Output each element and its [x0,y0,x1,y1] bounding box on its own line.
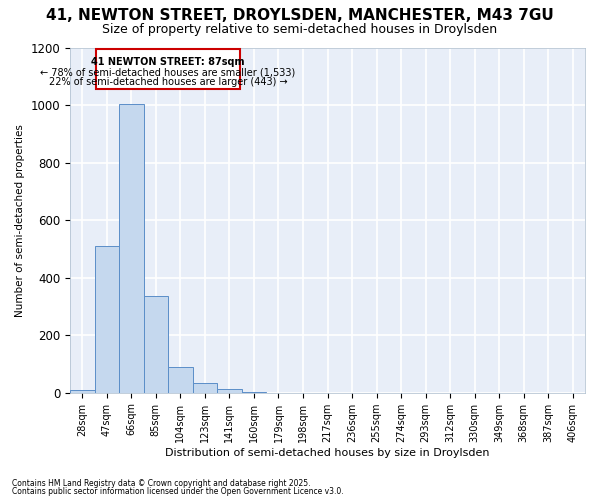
Text: Contains HM Land Registry data © Crown copyright and database right 2025.: Contains HM Land Registry data © Crown c… [12,478,311,488]
Text: Size of property relative to semi-detached houses in Droylsden: Size of property relative to semi-detach… [103,22,497,36]
Bar [119,104,143,393]
Text: Contains public sector information licensed under the Open Government Licence v3: Contains public sector information licen… [12,487,344,496]
Bar [70,390,95,392]
Bar [143,296,168,392]
Bar [95,246,119,392]
Bar [96,49,241,89]
Text: 22% of semi-detached houses are larger (443) →: 22% of semi-detached houses are larger (… [49,77,287,87]
Y-axis label: Number of semi-detached properties: Number of semi-detached properties [15,124,25,316]
Text: ← 78% of semi-detached houses are smaller (1,533): ← 78% of semi-detached houses are smalle… [40,67,296,77]
Text: 41, NEWTON STREET, DROYLSDEN, MANCHESTER, M43 7GU: 41, NEWTON STREET, DROYLSDEN, MANCHESTER… [46,8,554,22]
Text: 41 NEWTON STREET: 87sqm: 41 NEWTON STREET: 87sqm [91,57,245,67]
Bar [217,390,242,392]
Bar [193,382,217,392]
X-axis label: Distribution of semi-detached houses by size in Droylsden: Distribution of semi-detached houses by … [165,448,490,458]
Bar [168,367,193,392]
